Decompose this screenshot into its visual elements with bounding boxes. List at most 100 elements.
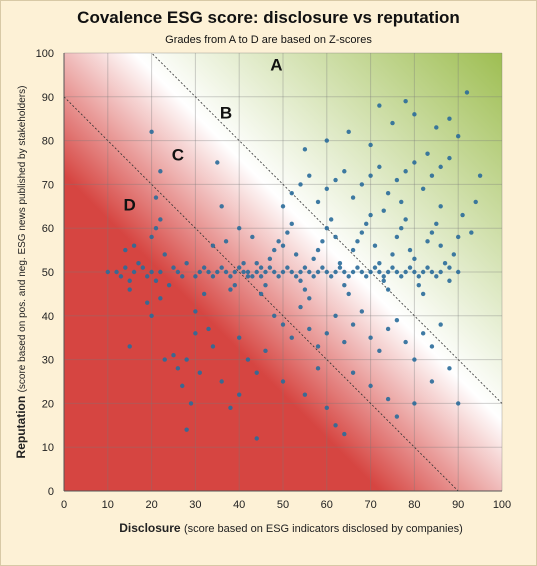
data-point [420, 331, 426, 336]
data-point [302, 392, 308, 397]
data-point [276, 239, 281, 244]
data-point [385, 396, 391, 402]
data-point [412, 269, 417, 275]
data-point [149, 269, 154, 275]
data-point [228, 287, 233, 292]
y-tick-label: 80 [42, 136, 54, 148]
data-point [377, 103, 382, 108]
data-point [390, 252, 395, 257]
x-axis-title-detail: (score based on ESG indicators disclosed… [184, 523, 463, 535]
y-tick-label: 50 [42, 267, 54, 279]
data-point [175, 269, 181, 275]
data-point [311, 274, 316, 279]
data-point [355, 239, 360, 244]
data-point [412, 256, 417, 262]
data-point [429, 230, 435, 235]
x-tick-label: 100 [493, 499, 511, 511]
data-point [180, 383, 185, 389]
data-point [276, 274, 281, 279]
data-point [201, 265, 207, 270]
data-point [438, 243, 443, 248]
data-point [263, 269, 268, 275]
data-point [456, 134, 461, 139]
data-point [403, 269, 408, 275]
data-point [241, 261, 246, 266]
data-point [232, 269, 238, 275]
y-tick-label: 0 [48, 486, 54, 498]
data-point [158, 169, 163, 174]
data-point [368, 173, 373, 178]
data-point [206, 326, 211, 332]
grade-lines [63, 52, 503, 492]
data-point [381, 274, 386, 279]
data-point [447, 366, 452, 371]
data-point [162, 252, 167, 257]
data-point [153, 195, 159, 200]
data-point [105, 269, 111, 275]
y-tick-label: 90 [42, 92, 54, 104]
data-point [429, 344, 435, 349]
data-point [298, 304, 303, 310]
data-point [307, 269, 312, 275]
data-point [215, 269, 220, 275]
data-point [289, 190, 294, 196]
y-tick-label: 20 [42, 398, 54, 410]
data-point [210, 243, 216, 248]
data-point [228, 274, 233, 279]
data-point [403, 339, 408, 345]
data-point [307, 173, 312, 178]
data-point [149, 129, 154, 135]
data-point [416, 282, 421, 288]
data-point [399, 226, 404, 231]
data-point [250, 234, 255, 240]
x-tick-label: 60 [321, 499, 333, 511]
data-point [394, 234, 400, 240]
data-point [377, 164, 382, 170]
data-point [210, 344, 216, 349]
data-point [149, 313, 154, 318]
x-tick-label: 70 [364, 499, 376, 511]
data-point [416, 274, 421, 279]
data-point [333, 423, 338, 428]
data-point [250, 274, 255, 279]
data-point [342, 282, 347, 288]
data-point [254, 269, 259, 275]
data-point [237, 226, 242, 231]
data-point [131, 269, 137, 275]
data-point [123, 247, 128, 253]
data-point [201, 291, 207, 297]
data-point [447, 155, 452, 161]
data-point [333, 313, 338, 318]
data-point [320, 265, 325, 270]
data-point [188, 401, 194, 406]
data-point [403, 217, 408, 222]
data-point [267, 265, 273, 270]
data-point [328, 217, 334, 222]
data-point [285, 265, 290, 270]
tick-labels: 0 10 20 30 40 50 60 70 80 90 100 0 10 20 30 40 50 60 70 80 9… [36, 48, 512, 511]
data-point [171, 265, 176, 270]
data-point [412, 160, 417, 165]
data-point [372, 243, 378, 248]
data-point [377, 348, 382, 354]
data-point [350, 322, 356, 327]
data-point [381, 278, 386, 283]
data-point [364, 221, 369, 227]
data-point [394, 414, 400, 419]
data-point [175, 366, 181, 371]
data-point [429, 269, 435, 275]
data-point [420, 269, 426, 275]
data-point [385, 269, 391, 275]
data-point [368, 269, 373, 275]
y-tick-label: 70 [42, 179, 54, 191]
data-point [324, 186, 329, 191]
data-point [171, 353, 176, 358]
data-point [403, 98, 408, 104]
data-point [237, 335, 242, 340]
data-point [232, 282, 238, 288]
data-point [131, 243, 137, 248]
data-point [456, 234, 461, 240]
data-point [118, 274, 124, 279]
data-point [346, 129, 351, 135]
data-point [368, 212, 373, 218]
